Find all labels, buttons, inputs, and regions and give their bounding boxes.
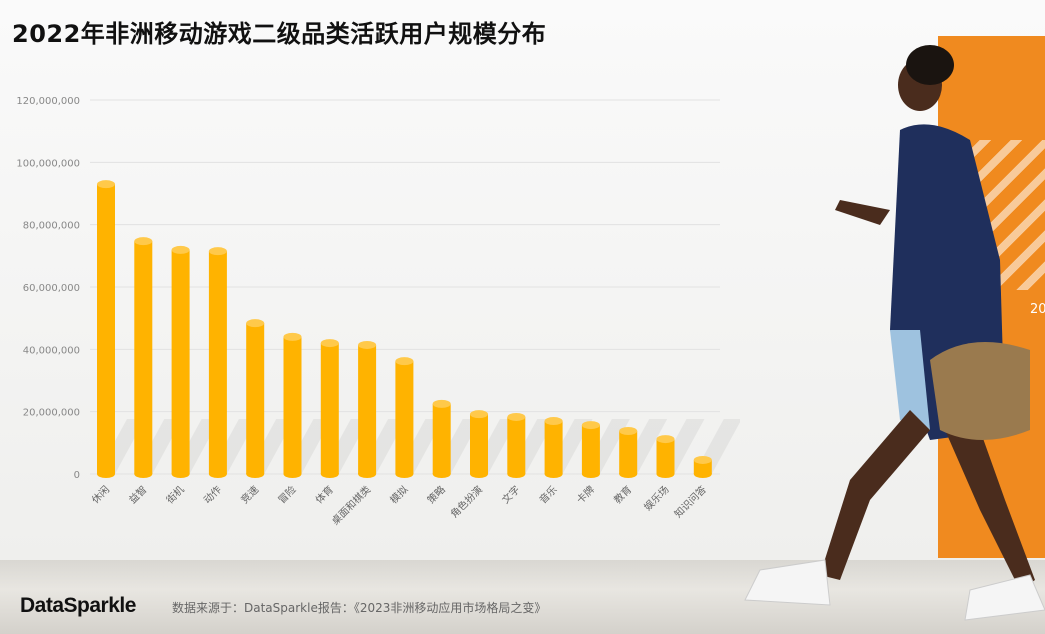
- bar-base: [358, 470, 377, 478]
- x-tick-label: 知识问答: [671, 483, 708, 520]
- bar-base: [432, 470, 451, 478]
- bar-base: [581, 470, 600, 478]
- bar: [134, 241, 153, 474]
- bar: [171, 249, 190, 474]
- x-tick-label: 益智: [126, 483, 149, 506]
- bar-top: [171, 245, 190, 254]
- bar-base: [171, 470, 190, 478]
- bar: [619, 430, 638, 474]
- bar: [97, 184, 115, 474]
- bar: [470, 414, 488, 474]
- x-tick-label: 街机: [163, 483, 186, 506]
- x-tick-label: 文字: [499, 483, 522, 506]
- background-ground: [0, 560, 1045, 634]
- bar-base: [470, 470, 488, 478]
- bar-top: [320, 339, 339, 348]
- bar-top: [208, 247, 227, 256]
- bar-top: [432, 399, 451, 408]
- x-tick-label: 模拟: [387, 483, 410, 506]
- x-tick-label: 角色扮演: [448, 483, 485, 520]
- bar-base: [507, 470, 526, 478]
- bar: [208, 251, 227, 474]
- bar-top: [656, 435, 675, 444]
- bar-chart: 0 20,000,000 40,000,000 60,000,000 80,000,00…: [16, 96, 740, 528]
- y-tick-label: 100,000,000: [16, 158, 80, 169]
- bar-base: [134, 470, 153, 478]
- photo-badge-text: 20: [1030, 302, 1045, 317]
- chart-title: 2022年非洲移动游戏二级品类活跃用户规模分布: [12, 20, 547, 48]
- bar: [432, 403, 451, 474]
- x-tick-label: 竞速: [238, 483, 261, 506]
- bar-top: [544, 417, 563, 426]
- bar: [507, 416, 526, 474]
- bar: [395, 361, 414, 474]
- bar-top: [693, 455, 712, 464]
- bar-top: [395, 357, 414, 366]
- x-tick-label: 音乐: [536, 483, 559, 506]
- bar: [246, 323, 265, 474]
- bar-top: [97, 180, 115, 189]
- bar: [581, 425, 600, 474]
- x-tick-label: 动作: [201, 484, 224, 507]
- x-tick-label: 冒险: [275, 483, 298, 506]
- x-tick-label: 体育: [313, 483, 336, 506]
- data-source: 数据来源于：DataSparkle报告：《2023非洲移动应用市场格局之变》: [172, 601, 547, 615]
- y-tick-label: 40,000,000: [23, 345, 80, 356]
- x-tick-label: 教育: [611, 483, 634, 506]
- bar-top: [470, 410, 488, 419]
- x-tick-label: 桌面和棋类: [329, 483, 374, 528]
- bar-base: [283, 470, 302, 478]
- bar: [693, 459, 712, 474]
- bar-top: [619, 426, 638, 435]
- y-tick-label: 120,000,000: [16, 96, 80, 107]
- bar: [358, 344, 377, 474]
- bar-base: [395, 470, 414, 478]
- bar-top: [283, 332, 302, 341]
- bar-top: [581, 421, 600, 430]
- bar: [320, 343, 339, 474]
- bar-top: [358, 340, 377, 349]
- datasparkle-logo: DataSparkle: [20, 594, 136, 617]
- y-tick-label: 0: [74, 470, 80, 481]
- bar: [656, 439, 675, 474]
- y-tick-label: 80,000,000: [23, 221, 80, 232]
- walking-woman-photo: [744, 45, 1045, 621]
- bar-base: [320, 470, 339, 478]
- x-tick-label: 策略: [424, 483, 447, 506]
- bar-base: [544, 470, 563, 478]
- bar-base: [693, 470, 712, 478]
- bar-base: [656, 470, 675, 478]
- y-tick-label: 60,000,000: [23, 283, 80, 294]
- x-tick-label: 娱乐场: [641, 483, 671, 513]
- x-tick-label: 卡牌: [574, 483, 597, 506]
- bar-top: [507, 412, 526, 421]
- bar-base: [208, 470, 227, 478]
- x-tick-label: 休闲: [89, 483, 112, 506]
- bar: [283, 336, 302, 474]
- bar-top: [134, 237, 153, 246]
- bar-top: [246, 319, 265, 328]
- bar-base: [97, 470, 115, 478]
- bar-base: [246, 470, 265, 478]
- bar: [544, 421, 563, 474]
- bar-base: [619, 470, 638, 478]
- y-tick-label: 20,000,000: [23, 408, 80, 419]
